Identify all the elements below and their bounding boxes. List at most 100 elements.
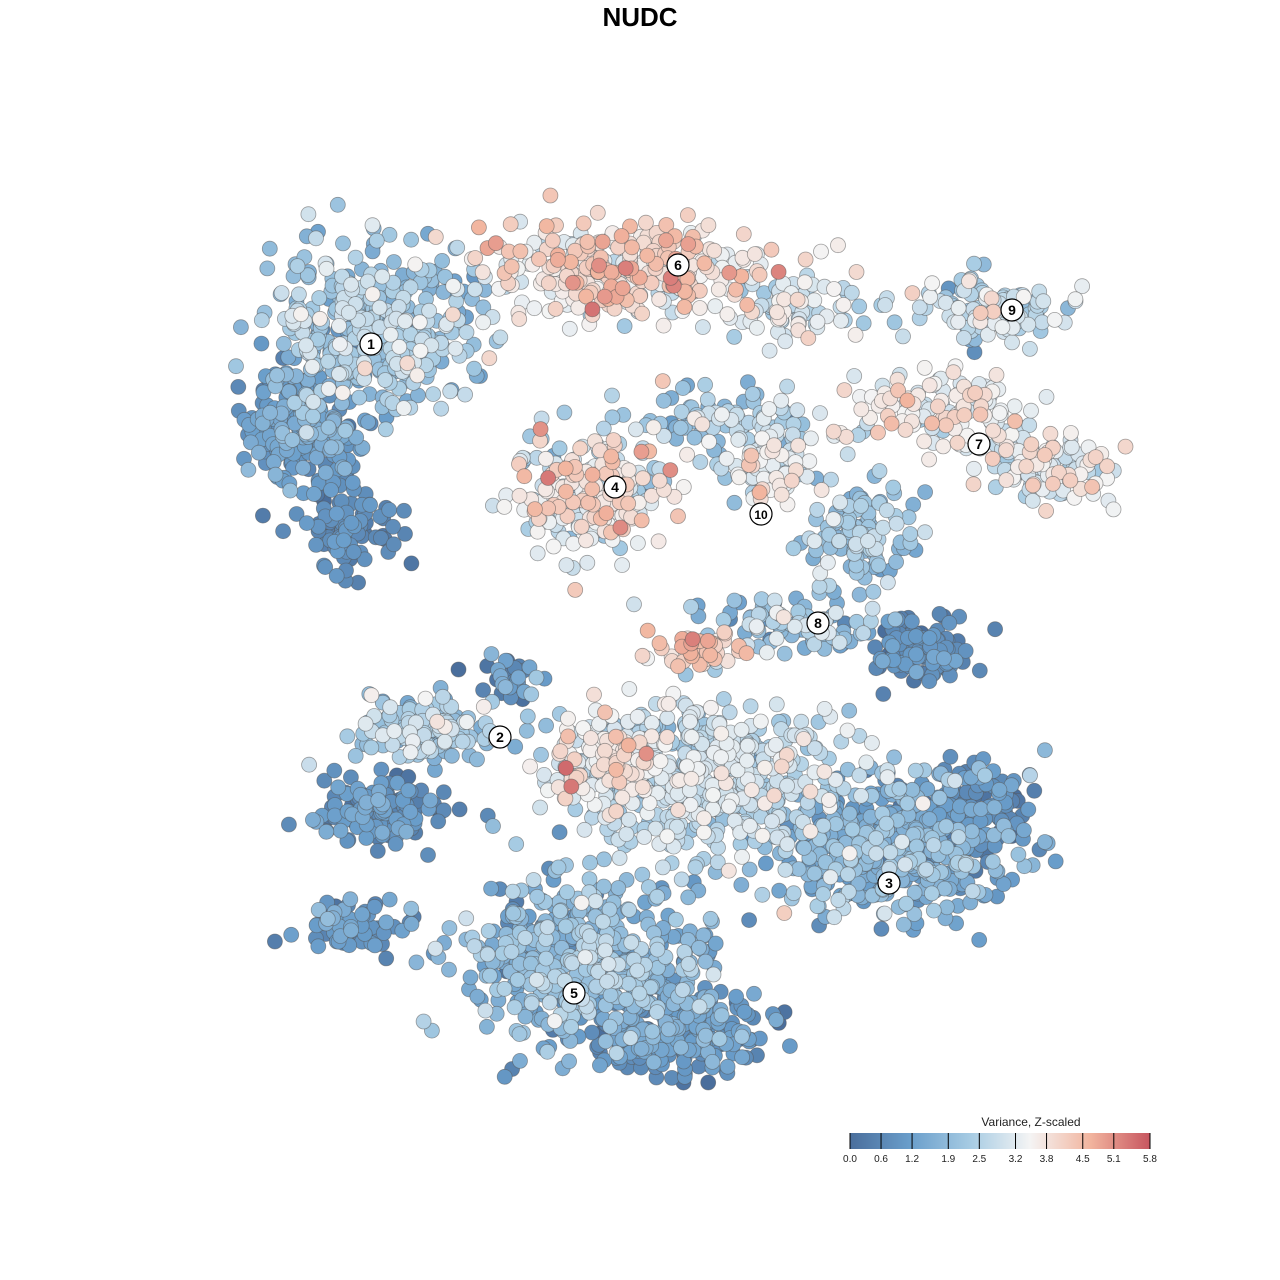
cell-point xyxy=(449,239,466,256)
cell-point xyxy=(334,384,351,401)
cell-point xyxy=(259,260,276,277)
cell-point xyxy=(522,758,538,775)
cell-point xyxy=(936,650,952,667)
cell-point xyxy=(608,803,625,820)
cell-point xyxy=(469,988,486,1005)
cell-point xyxy=(475,698,492,715)
cell-point xyxy=(372,530,389,546)
cluster-label-text: 5 xyxy=(570,985,578,1001)
cell-point xyxy=(363,739,380,756)
cell-point xyxy=(356,360,373,377)
cell-point xyxy=(436,733,453,750)
cell-point xyxy=(557,460,574,477)
cell-point xyxy=(506,999,523,1016)
cell-point xyxy=(795,731,812,747)
legend-tick-label: 3.8 xyxy=(1040,1154,1054,1165)
cell-point xyxy=(691,939,707,956)
cell-point xyxy=(916,359,933,376)
cell-point xyxy=(908,646,924,663)
cell-point xyxy=(275,335,292,352)
cell-point xyxy=(739,296,756,313)
cell-point xyxy=(592,1057,608,1074)
cell-point xyxy=(825,511,842,528)
cell-point xyxy=(326,762,343,779)
cell-point xyxy=(283,926,300,943)
cell-point xyxy=(899,392,916,409)
cell-point xyxy=(1000,828,1017,844)
cell-point xyxy=(645,419,662,436)
cell-point xyxy=(713,725,730,742)
cell-point xyxy=(751,484,768,501)
cell-point xyxy=(830,237,846,254)
cell-point xyxy=(505,905,522,922)
cell-point xyxy=(386,723,403,739)
cell-point xyxy=(596,851,612,868)
cell-point xyxy=(612,519,629,536)
cell-point xyxy=(550,251,566,268)
cell-point xyxy=(389,775,406,791)
cell-point xyxy=(746,246,763,263)
cell-point xyxy=(621,681,638,697)
cell-point xyxy=(1084,478,1100,495)
cell-point xyxy=(381,501,398,518)
cell-point xyxy=(479,946,496,963)
cell-point xyxy=(599,973,615,990)
cell-point xyxy=(596,288,613,305)
cell-point xyxy=(649,941,666,958)
cell-point xyxy=(691,300,708,316)
cell-point xyxy=(584,301,601,318)
cell-point xyxy=(680,236,697,253)
color-legend: Variance, Z-scaled 0.0 0.6 1.2 1.9 2.5 3.2 3.8… xyxy=(843,1115,1157,1165)
cell-point xyxy=(550,859,567,876)
cell-point xyxy=(916,433,933,450)
cell-point xyxy=(1117,438,1134,455)
cell-point xyxy=(487,235,504,252)
cell-point xyxy=(654,373,671,390)
cell-point xyxy=(908,628,924,645)
cell-point xyxy=(441,920,458,936)
cell-point xyxy=(335,532,352,549)
cell-point xyxy=(851,586,868,603)
cell-point xyxy=(742,698,759,715)
cell-point xyxy=(811,578,828,595)
cell-point xyxy=(232,319,249,336)
cell-point xyxy=(961,273,977,290)
cell-point xyxy=(904,613,920,630)
cell-point xyxy=(1018,458,1035,475)
cell-point xyxy=(605,432,622,449)
cell-point xyxy=(339,728,356,745)
cell-point xyxy=(617,260,634,277)
cell-point xyxy=(1063,439,1080,456)
cell-point xyxy=(532,421,549,438)
legend-title: Variance, Z-scaled xyxy=(981,1115,1080,1129)
cell-point xyxy=(284,432,301,448)
cell-point xyxy=(347,249,364,266)
cell-point xyxy=(533,746,549,763)
cell-point xyxy=(691,998,708,1015)
cell-point xyxy=(378,914,395,931)
cell-point xyxy=(882,844,899,861)
cell-point xyxy=(1087,449,1104,466)
cluster-label-text: 7 xyxy=(975,436,983,452)
cell-point xyxy=(702,910,719,927)
cell-point xyxy=(749,319,765,336)
cell-point xyxy=(754,827,771,844)
cell-point xyxy=(374,268,391,285)
cell-point xyxy=(987,621,1003,638)
cell-point xyxy=(840,866,856,883)
cell-point xyxy=(373,761,390,778)
cell-point xyxy=(427,229,444,245)
cell-point xyxy=(697,953,714,970)
cell-point xyxy=(253,335,270,352)
cell-point xyxy=(670,658,686,675)
cell-point xyxy=(886,314,903,331)
cell-point xyxy=(930,398,946,415)
cell-point xyxy=(662,462,679,479)
cell-point xyxy=(950,300,967,316)
cell-point xyxy=(318,823,335,840)
cell-point xyxy=(343,276,360,293)
cell-point xyxy=(700,217,717,234)
cell-point xyxy=(395,400,412,417)
cell-point xyxy=(529,888,546,905)
cell-point xyxy=(320,419,337,436)
